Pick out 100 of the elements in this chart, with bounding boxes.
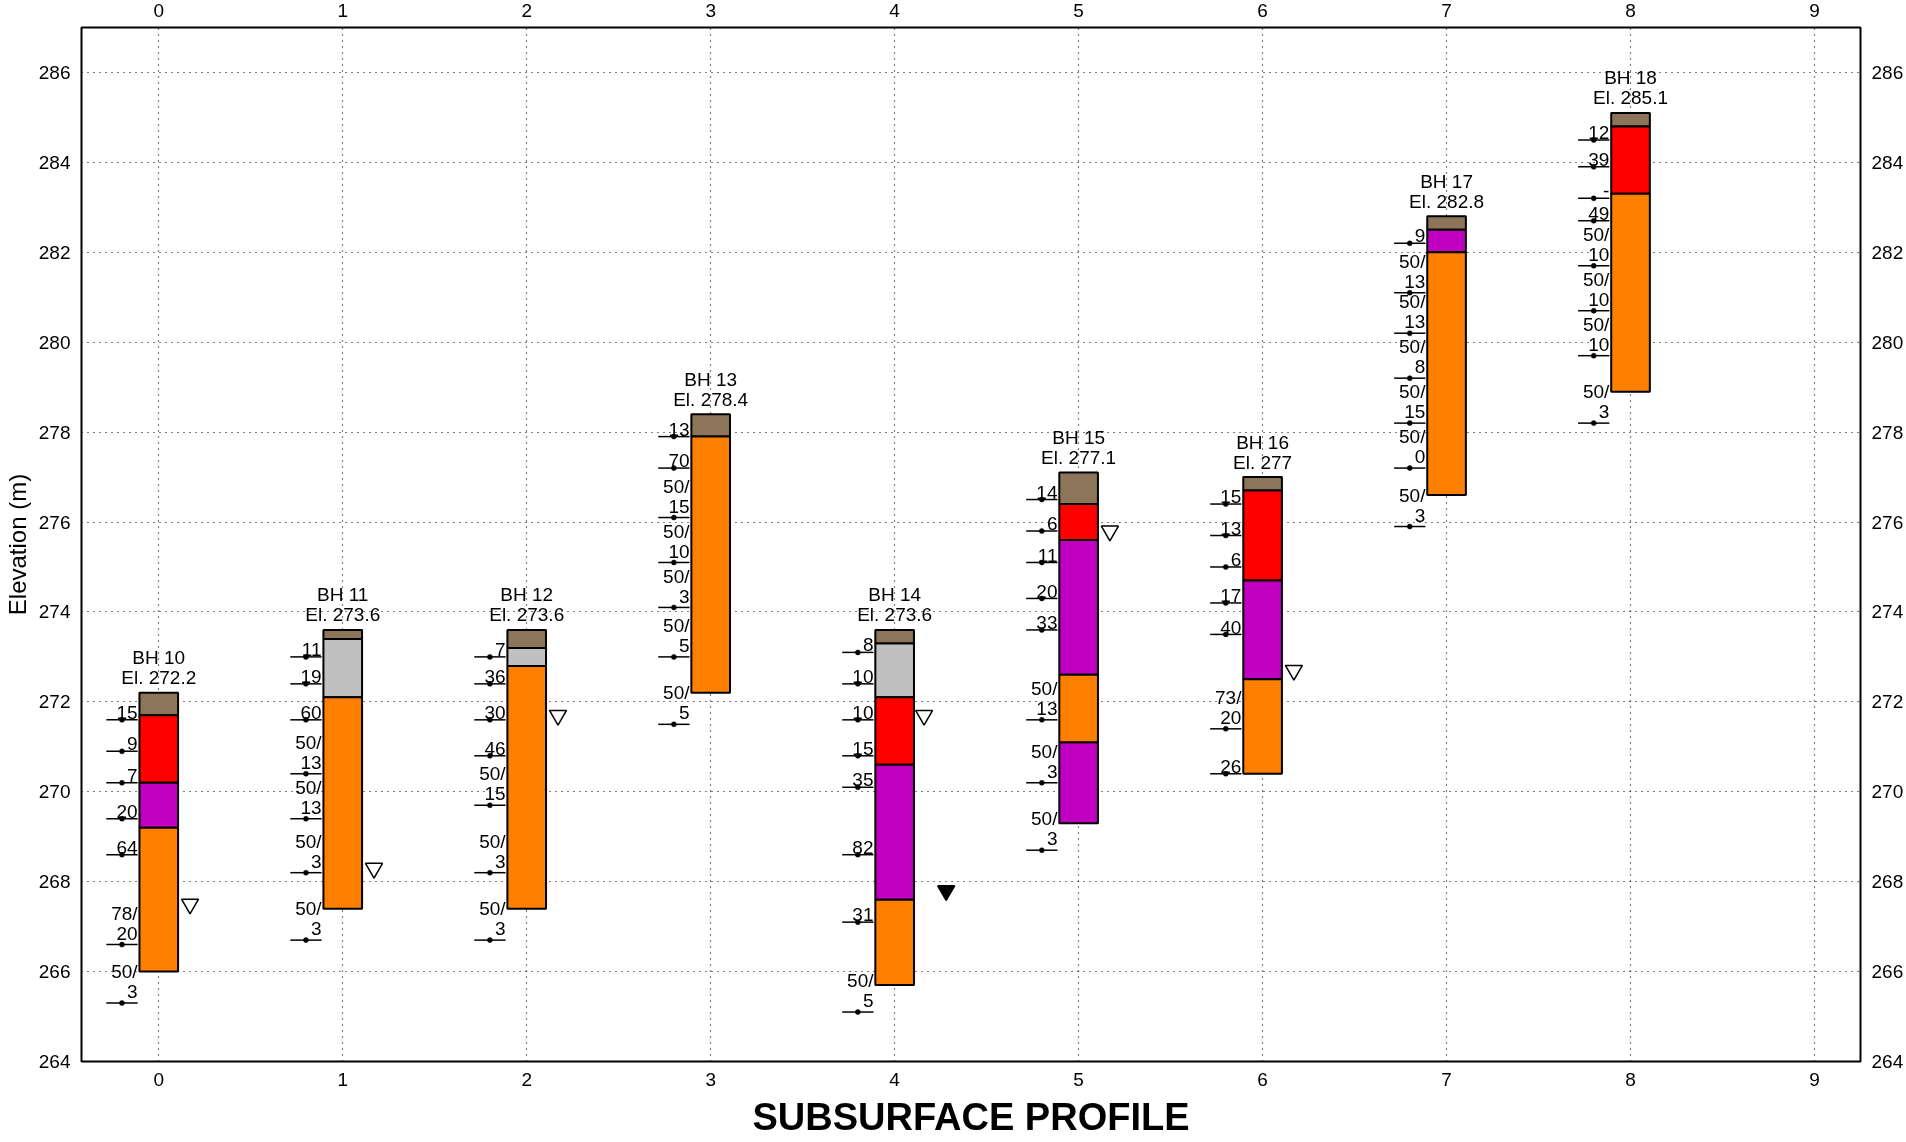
annotation: 50/ 3 — [1031, 740, 1059, 782]
annotation: 50/ 13 — [1031, 677, 1059, 719]
point — [855, 649, 861, 656]
y-tick-label: 270 — [38, 781, 71, 803]
annotation: 60 — [300, 701, 322, 723]
point — [671, 604, 677, 611]
x-tick-label: 1 — [337, 1068, 349, 1090]
y2-tick-label: 264 — [1871, 1051, 1904, 1072]
point — [1039, 847, 1045, 853]
x-tick-label: 4 — [889, 1068, 901, 1090]
point — [671, 721, 677, 728]
annotation: BH 13 El. 278.4 — [673, 368, 749, 410]
annotation: 50/ 10 — [1582, 223, 1611, 265]
annotation: 70 — [668, 450, 690, 472]
annotation: 50/ 8 — [1399, 336, 1427, 378]
x-tick-label: 7 — [1441, 1068, 1452, 1090]
annotation: 73/ 20 — [1215, 686, 1243, 728]
point — [1039, 780, 1045, 786]
point — [1590, 307, 1597, 314]
x2-tick-label: 9 — [1809, 0, 1820, 21]
point — [487, 937, 493, 943]
point — [855, 1009, 861, 1015]
x2-tick-label: 6 — [1257, 0, 1268, 21]
annotation: 11 — [301, 638, 322, 660]
annotation: 50/ 5 — [847, 970, 875, 1012]
x2-tick-label: 4 — [889, 0, 901, 21]
x-tick-label: 3 — [705, 1068, 716, 1090]
annotation: 50/ 3 — [295, 830, 323, 872]
y2-tick-label: 270 — [1871, 781, 1904, 803]
y2-tick-label: 274 — [1871, 601, 1904, 623]
point — [303, 869, 309, 876]
annotation: 10 — [852, 701, 874, 723]
annotation: 6 — [1046, 513, 1058, 535]
annotation: 50/ 3 — [479, 830, 507, 872]
x-tick-label: 2 — [521, 1068, 532, 1090]
x2-tick-label: 1 — [337, 0, 349, 21]
annotation: 78/ 20 — [111, 902, 139, 944]
y2-tick-label: 286 — [1871, 61, 1904, 83]
y-tick-label: 266 — [38, 961, 71, 983]
annotation: 50/ 13 — [295, 776, 323, 818]
annotation: 26 — [1220, 755, 1242, 777]
annotation: 50/ 13 — [1399, 250, 1427, 292]
annotation: 30 — [484, 701, 506, 723]
y-tick-label: 282 — [38, 241, 71, 263]
point — [303, 815, 309, 822]
annotation: 50/ 3 — [1582, 381, 1611, 423]
y-tick-label: 284 — [38, 151, 71, 173]
annotation: 50/ 10 — [1582, 268, 1611, 310]
annotation: BH 16 El. 277 — [1233, 431, 1293, 473]
x2-tick-label: 5 — [1073, 0, 1084, 21]
point — [487, 802, 493, 808]
annotation: 12 — [1588, 121, 1610, 143]
annotation: 8 — [862, 634, 874, 656]
annotation: 50/ 3 — [111, 961, 139, 1003]
annotation: 31 — [852, 904, 874, 926]
y-tick-label: 272 — [38, 691, 71, 713]
annotation: 50/ 0 — [1399, 426, 1427, 468]
annotation: 7 — [494, 638, 506, 660]
annotation: 50/ 3 — [479, 898, 507, 940]
annotation: BH 15 El. 277.1 — [1041, 427, 1117, 469]
annotation: BH 11 El. 273.6 — [305, 584, 381, 626]
annotation: 64 — [116, 836, 139, 858]
annotation: - — [1603, 180, 1610, 202]
annotation: 7 — [127, 764, 138, 786]
point — [1039, 528, 1045, 534]
annotation: BH 12 El. 273.6 — [489, 584, 565, 626]
point — [1590, 420, 1597, 426]
y2-tick-label: 276 — [1871, 511, 1904, 533]
annotation: 50/ 15 — [1399, 381, 1427, 423]
point — [671, 654, 677, 660]
y-tick-label: 264 — [38, 1051, 71, 1072]
y-tick-label: 278 — [38, 421, 71, 443]
annotation: 9 — [127, 733, 138, 755]
text: SUBSURFACE PROFILE — [752, 1095, 1190, 1138]
point — [671, 559, 677, 566]
annotation: 10 — [852, 665, 874, 687]
point — [119, 941, 125, 948]
x2-tick-label: 7 — [1441, 0, 1452, 21]
y-tick-label: 280 — [38, 331, 71, 353]
x-tick-label: 9 — [1809, 1068, 1820, 1090]
x-tick-label: 6 — [1257, 1068, 1268, 1090]
annotation: 50/ 13 — [1399, 291, 1427, 333]
annotation: 50/ 10 — [1582, 313, 1611, 355]
annotation: 50/ 3 — [295, 898, 323, 940]
annotation: 39 — [1588, 148, 1610, 170]
annotation: 17 — [1220, 585, 1242, 607]
y-tick-label: 286 — [38, 61, 71, 83]
y2-tick-label: 266 — [1871, 961, 1904, 983]
annotation: 50/ 15 — [479, 763, 507, 805]
point — [487, 869, 493, 876]
annotation: 50/ 3 — [1031, 808, 1059, 850]
annotation: 13 — [668, 418, 690, 440]
y-tick-label: 276 — [38, 511, 71, 533]
x2-tick-label: 3 — [705, 0, 716, 21]
annotation: 36 — [484, 665, 506, 687]
annotation: 6 — [1230, 549, 1242, 571]
y-axis-title: Elevation (m) — [3, 473, 31, 616]
point — [1407, 375, 1413, 381]
y2-tick-label: 268 — [1871, 871, 1904, 893]
x2-tick-label: 2 — [521, 0, 532, 21]
